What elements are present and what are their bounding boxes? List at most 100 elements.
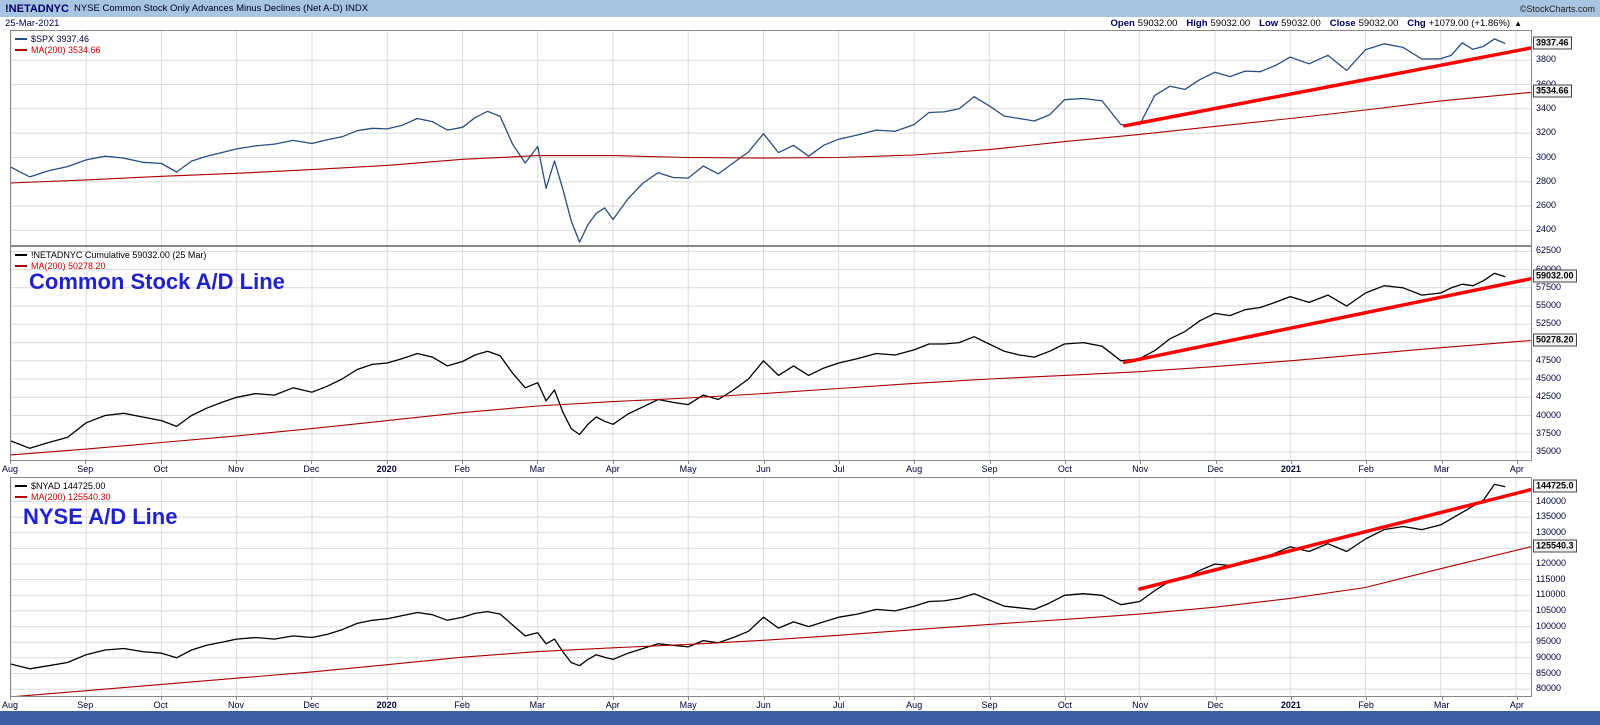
netad-panel: !NETADNYC Cumulative 59032.00 (25 Mar) MA… [10,246,1532,461]
x-axis-label: 2020 [376,700,397,710]
x-axis-tick [236,461,237,464]
x-axis-tick [612,461,614,464]
x-axis-tick [1215,697,1217,700]
x-axis-tick [688,697,690,700]
nyad-legend-row: MA(200) 125540.30 [15,491,111,502]
ohlc-open: Open 59032.00 [1111,18,1178,29]
x-axis-tick [838,697,840,700]
netad-ma200-line [11,339,1531,456]
spx-panel: $SPX 3937.46 MA(200) 3534.66 [10,30,1532,246]
x-axis-label: Jul [833,700,845,710]
netad-legend-row: !NETADNYC Cumulative 59032.00 (25 Mar) [15,249,206,260]
spx-legend-row: $SPX 3937.46 [15,33,101,44]
x-axis-label: Apr [605,464,620,474]
info-bar: 25-Mar-2021 Open 59032.00 High 59032.00 … [0,17,1600,30]
x-axis-tick [838,461,840,464]
x-axis-upper: Aug Sep Oct Nov Dec 2020 Feb Mar Apr May Jun Jul Aug… [0,461,1600,477]
x-axis-label: Feb [454,700,470,710]
y-axis-label: 62500 [1536,245,1562,256]
netad-price-line [11,272,1506,449]
x-axis-tick [85,461,87,464]
x-axis-label: May [679,700,697,710]
x-axis-label: Nov [1132,464,1149,474]
x-axis-label: Mar [529,464,546,474]
legend-line-marker-icon [15,264,27,267]
y-axis-label: 2600 [1536,200,1557,211]
ohlc-chg-label: Chg [1407,18,1426,29]
x-axis-tick [1064,461,1066,464]
price-tag: 50278.20 [1533,333,1577,346]
x-axis-label: Oct [1057,464,1072,474]
x-axis-tick [10,461,11,464]
ohlc-chg: Chg +1079.00 (+1.86%) [1407,18,1510,29]
x-axis-tick [1140,461,1142,464]
ohlc-low: Low 59032.00 [1259,18,1321,29]
spx-legend: $SPX 3937.46 MA(200) 3534.66 [15,33,101,55]
spx-trendline [1122,46,1531,128]
x-axis-label: Aug [1,700,19,710]
y-axis-label: 57500 [1536,281,1562,292]
ohlc-open-label: Open [1110,18,1135,29]
ohlc-low-value: 59032.00 [1281,18,1321,29]
ohlc-high-value: 59032.00 [1210,18,1251,29]
y-axis-label: 2400 [1536,224,1557,235]
legend-label: MA(200) 50278.20 [31,260,106,271]
legend-label: MA(200) 125540.30 [31,491,111,502]
y-axis-label: 95000 [1536,636,1562,647]
x-axis-label: Dec [1207,464,1224,474]
x-axis-label: Sep [77,700,94,710]
x-axis-tick [537,461,539,464]
x-axis-tick [386,697,388,700]
spx-plot [11,31,1531,245]
x-axis-label: Aug [906,700,923,710]
y-axis-label: 3800 [1536,54,1557,65]
bottom-blue-bar [0,711,1600,725]
x-axis-label: 2020 [376,464,397,474]
x-axis-label: Feb [1358,464,1374,474]
ohlc-close: Close 59032.00 [1330,18,1399,29]
x-axis-label: Sep [981,700,998,710]
x-axis-label: Nov [227,464,245,474]
x-axis-label: Feb [1358,700,1374,710]
x-axis-tick [1441,697,1443,700]
x-axis-tick [1215,461,1217,464]
price-tag: 59032.00 [1533,269,1577,283]
y-axis-label: 85000 [1536,667,1562,678]
x-axis-label: Nov [1132,700,1149,710]
netad-y-axis: 6250060000575005500052500500004750045000… [1532,245,1600,461]
x-axis-tick [386,461,388,464]
x-axis-label: May [679,464,697,474]
y-axis-label: 3200 [1536,127,1557,138]
ohlc-open-value: 59032.00 [1137,18,1178,29]
legend-label: !NETADNYC Cumulative 59032.00 (25 Mar) [31,249,207,260]
x-axis-label: Dec [1207,700,1224,710]
x-axis-tick [462,461,464,464]
header-bar: !NETADNYC NYSE Common Stock Only Advance… [0,0,1600,17]
y-axis-label: 45000 [1536,373,1562,383]
ohlc-high: High 59032.00 [1186,18,1250,29]
x-axis-label: Mar [1433,700,1450,710]
x-axis-tick [1290,697,1292,700]
ohlc-close-label: Close [1329,18,1356,29]
x-axis-tick [311,697,313,700]
spx-y-axis: 3800 3600 3400 3200 3000 2800 2600 2400 3937.46 3… [1532,30,1600,246]
chart-title: NYSE Common Stock Only Advances Minus De… [73,3,369,14]
y-axis-label: 105000 [1536,604,1567,615]
x-axis-label: Aug [906,464,923,474]
x-axis-label: Dec [303,700,320,710]
x-axis-lower: Aug Sep Oct Nov Dec 2020 Feb Mar Apr May Jun Jul Aug… [0,697,1600,711]
spx-price-line [11,38,1506,243]
x-axis-tick [160,697,162,700]
x-axis-tick [914,697,916,700]
ohlc-high-label: High [1186,18,1208,29]
x-axis-tick [236,697,237,700]
x-axis-tick [1516,697,1518,700]
y-axis-label: 140000 [1536,495,1567,506]
x-axis-tick [1516,461,1518,464]
nyad-trendline [1137,487,1531,591]
x-axis-label: Aug [1,464,19,474]
legend-line-marker-icon [15,495,27,498]
x-axis-label: Sep [981,464,998,474]
price-tag: 144725.0 [1533,479,1577,493]
